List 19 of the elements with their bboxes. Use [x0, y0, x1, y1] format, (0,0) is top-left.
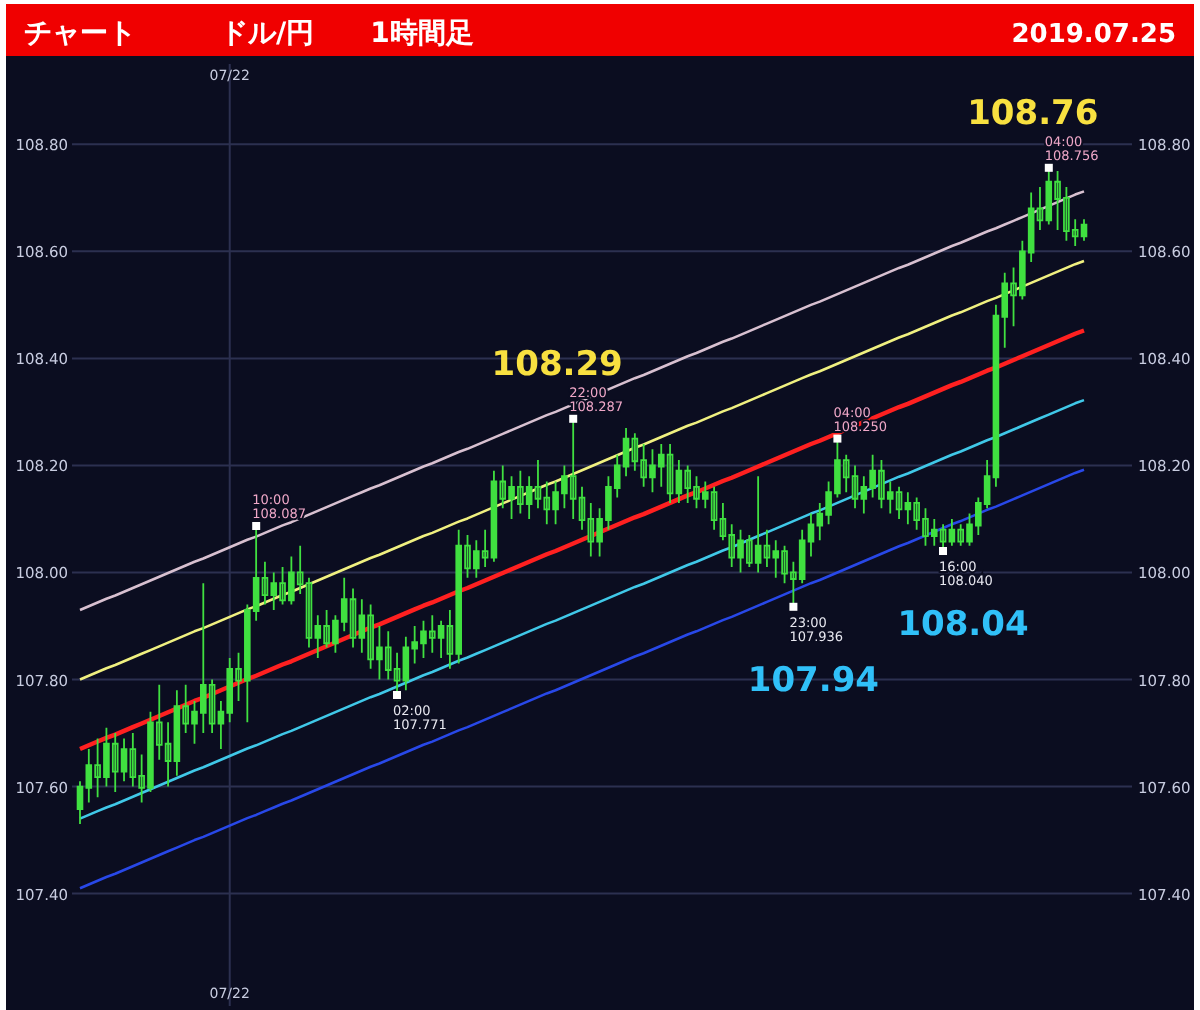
annotation: 108.29 [491, 344, 623, 385]
text: 2019.07.25 [1011, 20, 1176, 50]
candlestick [948, 518, 956, 547]
candlestick [904, 491, 912, 526]
annotation: 108.76 [967, 93, 1099, 134]
line-series [77, 328, 1087, 752]
candlestick [111, 732, 119, 793]
candlestick [428, 614, 436, 654]
candlestick [895, 485, 903, 520]
chart-title: チャート [24, 18, 136, 50]
line-series [78, 190, 1086, 612]
candlestick [1080, 218, 1088, 242]
annotation: 107.94 [747, 660, 880, 701]
chart-subtitle: ドル/円 1時間足 [220, 18, 474, 50]
candlestick [754, 475, 762, 574]
annotation: 108.04 [897, 605, 1029, 645]
line-series [78, 398, 1086, 820]
candlestick [1045, 166, 1053, 226]
line-series [78, 468, 1086, 890]
